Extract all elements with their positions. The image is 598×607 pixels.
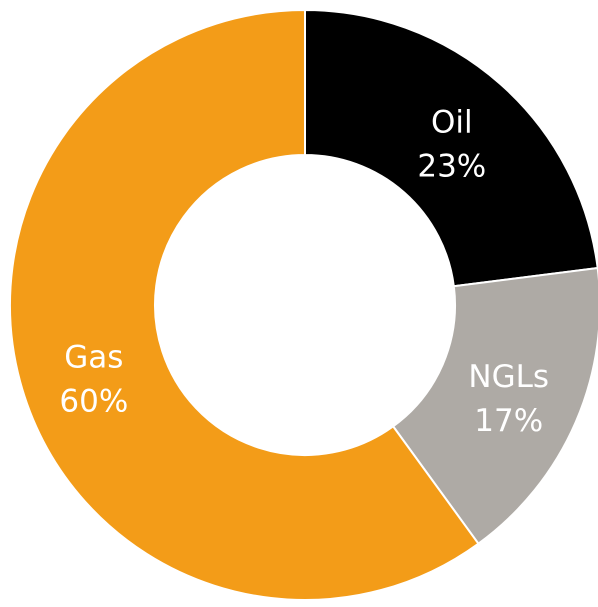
slice-ngls <box>391 266 598 546</box>
slice-oil <box>304 8 598 288</box>
slice-label-ngls: NGLs 17% <box>468 359 549 439</box>
slice-gas <box>9 8 480 601</box>
slice-percent-gas: 60% <box>59 384 128 420</box>
slice-label-oil: Oil 23% <box>417 104 486 184</box>
slice-category-ngls: NGLs <box>468 359 549 395</box>
slice-label-gas: Gas 60% <box>59 340 128 420</box>
slice-category-gas: Gas <box>64 340 123 376</box>
slice-category-oil: Oil <box>431 104 473 140</box>
slice-percent-oil: 23% <box>417 148 486 184</box>
slice-percent-ngls: 17% <box>474 403 543 439</box>
